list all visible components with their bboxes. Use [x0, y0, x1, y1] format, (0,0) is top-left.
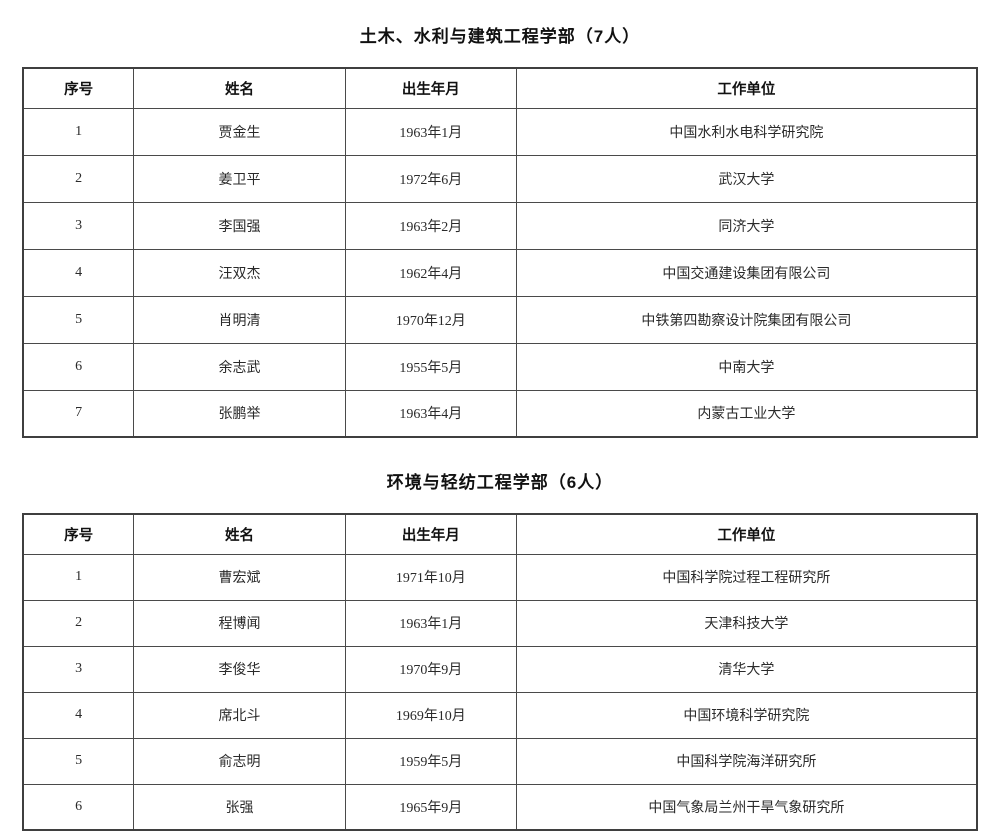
name-cell: 贾金生	[133, 107, 346, 156]
table-row: 2 程博闻 1963年1月 天津科技大学	[22, 599, 978, 647]
table-row: 6 余志武 1955年5月 中南大学	[22, 342, 978, 391]
birth-date-cell: 1965年9月	[344, 783, 517, 831]
work-unit-cell: 中国水利水电科学研究院	[515, 107, 978, 156]
work-unit-cell: 中铁第四勘察设计院集团有限公司	[515, 295, 978, 344]
work-unit-cell: 天津科技大学	[515, 599, 978, 647]
table-row: 5 肖明清 1970年12月 中铁第四勘察设计院集团有限公司	[22, 295, 978, 344]
row-number-cell: 3	[22, 645, 135, 693]
row-number-cell: 3	[22, 201, 135, 250]
table-row: 4 席北斗 1969年10月 中国环境科学研究院	[22, 691, 978, 739]
work-unit-cell: 中国气象局兰州干旱气象研究所	[515, 783, 978, 831]
name-cell: 席北斗	[133, 691, 346, 739]
column-header: 姓名	[133, 67, 346, 109]
name-cell: 汪双杰	[133, 248, 346, 297]
name-cell: 曹宏斌	[133, 553, 346, 601]
table-row: 1 曹宏斌 1971年10月 中国科学院过程工程研究所	[22, 553, 978, 601]
row-number-cell: 4	[22, 248, 135, 297]
name-cell: 肖明清	[133, 295, 346, 344]
table-row: 6 张强 1965年9月 中国气象局兰州干旱气象研究所	[22, 783, 978, 831]
section-title-civil-hydraulic-architecture: 土木、水利与建筑工程学部（7人）	[359, 27, 641, 46]
table-row: 7 张鹏举 1963年4月 内蒙古工业大学	[22, 389, 978, 438]
table-row: 3 李国强 1963年2月 同济大学	[22, 201, 978, 250]
row-number-cell: 6	[22, 783, 135, 831]
table-row: 4 汪双杰 1962年4月 中国交通建设集团有限公司	[22, 248, 978, 297]
column-header: 出生年月	[344, 513, 517, 555]
work-unit-cell: 同济大学	[515, 201, 978, 250]
birth-date-cell: 1969年10月	[344, 691, 517, 739]
birth-date-cell: 1955年5月	[344, 342, 517, 391]
birth-date-cell: 1963年4月	[344, 389, 517, 438]
row-number-cell: 5	[22, 295, 135, 344]
name-cell: 余志武	[133, 342, 346, 391]
table-header-row: 序号 姓名 出生年月 工作单位	[22, 67, 978, 109]
column-header: 工作单位	[515, 67, 978, 109]
section-title-environment-light-textile: 环境与轻纺工程学部（6人）	[386, 473, 614, 492]
birth-date-cell: 1962年4月	[344, 248, 517, 297]
birth-date-cell: 1972年6月	[344, 154, 517, 203]
birth-date-cell: 1970年9月	[344, 645, 517, 693]
name-cell: 姜卫平	[133, 154, 346, 203]
work-unit-cell: 中国环境科学研究院	[515, 691, 978, 739]
birth-date-cell: 1963年2月	[344, 201, 517, 250]
table-row: 5 俞志明 1959年5月 中国科学院海洋研究所	[22, 737, 978, 785]
name-cell: 张鹏举	[133, 389, 346, 438]
column-header: 序号	[22, 513, 135, 555]
work-unit-cell: 清华大学	[515, 645, 978, 693]
row-number-cell: 1	[22, 553, 135, 601]
name-cell: 李俊华	[133, 645, 346, 693]
name-cell: 程博闻	[133, 599, 346, 647]
birth-date-cell: 1959年5月	[344, 737, 517, 785]
column-header: 工作单位	[515, 513, 978, 555]
birth-date-cell: 1970年12月	[344, 295, 517, 344]
column-header: 姓名	[133, 513, 346, 555]
work-unit-cell: 中国科学院海洋研究所	[515, 737, 978, 785]
name-cell: 张强	[133, 783, 346, 831]
table-row: 2 姜卫平 1972年6月 武汉大学	[22, 154, 978, 203]
row-number-cell: 7	[22, 389, 135, 438]
table-environment-light-textile: 序号 姓名 出生年月 工作单位 1 曹宏斌 1971年10月 中国科学院过程工程研究所 2 程博…	[22, 513, 978, 831]
row-number-cell: 1	[22, 107, 135, 156]
birth-date-cell: 1971年10月	[344, 553, 517, 601]
row-number-cell: 5	[22, 737, 135, 785]
table-header-row: 序号 姓名 出生年月 工作单位	[22, 513, 978, 555]
row-number-cell: 2	[22, 599, 135, 647]
table-row: 3 李俊华 1970年9月 清华大学	[22, 645, 978, 693]
birth-date-cell: 1963年1月	[344, 599, 517, 647]
row-number-cell: 4	[22, 691, 135, 739]
row-number-cell: 6	[22, 342, 135, 391]
row-number-cell: 2	[22, 154, 135, 203]
birth-date-cell: 1963年1月	[344, 107, 517, 156]
work-unit-cell: 武汉大学	[515, 154, 978, 203]
column-header: 序号	[22, 67, 135, 109]
name-cell: 俞志明	[133, 737, 346, 785]
name-cell: 李国强	[133, 201, 346, 250]
table-civil-hydraulic-architecture: 序号 姓名 出生年月 工作单位 1 贾金生 1963年1月 中国水利水电科学研究院 2 姜卫平 1…	[22, 67, 978, 438]
work-unit-cell: 中国交通建设集团有限公司	[515, 248, 978, 297]
work-unit-cell: 中国科学院过程工程研究所	[515, 553, 978, 601]
table-row: 1 贾金生 1963年1月 中国水利水电科学研究院	[22, 107, 978, 156]
column-header: 出生年月	[344, 67, 517, 109]
work-unit-cell: 中南大学	[515, 342, 978, 391]
work-unit-cell: 内蒙古工业大学	[515, 389, 978, 438]
